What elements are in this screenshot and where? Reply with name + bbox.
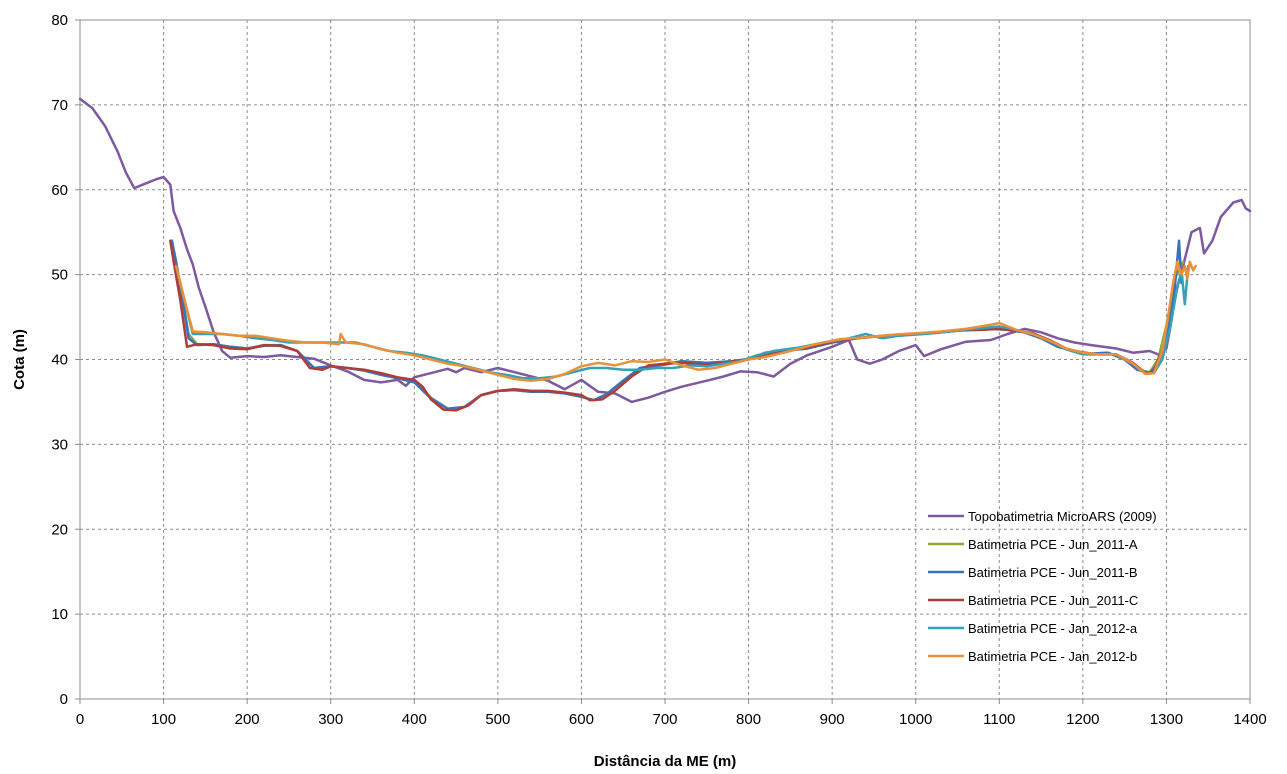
y-tick-label: 80 [51, 12, 68, 29]
legend-label: Topobatimetria MicroARS (2009) [968, 509, 1157, 524]
gridlines [80, 20, 1250, 699]
x-tick-label: 0 [76, 711, 84, 728]
legend-label: Batimetria PCE - Jun_2011-B [968, 565, 1138, 580]
y-tick-label: 50 [51, 267, 68, 284]
series-line-6 [174, 260, 1197, 382]
legend-label: Batimetria PCE - Jun_2011-A [968, 537, 1138, 552]
x-tick-label: 600 [569, 711, 594, 728]
series-line-1 [78, 97, 1252, 404]
y-tick-label: 70 [51, 97, 68, 114]
legend-label: Batimetria PCE - Jan_2012-a [968, 621, 1138, 636]
x-tick-label: 1400 [1233, 711, 1266, 728]
x-axis: 0 100 200 300 400 500 600 700 800 900 1000 1100 1200… [76, 699, 1267, 728]
x-tick-label: 900 [820, 711, 845, 728]
x-tick-label: 400 [402, 711, 427, 728]
x-tick-label: 1200 [1066, 711, 1099, 728]
legend: Topobatimetria MicroARS (2009) Batimetria… [928, 509, 1157, 664]
x-tick-label: 500 [485, 711, 510, 728]
x-tick-label: 1000 [899, 711, 932, 728]
legend-label: Batimetria PCE - Jan_2012-b [968, 649, 1137, 664]
y-tick-label: 40 [51, 352, 68, 369]
x-tick-label: 700 [652, 711, 677, 728]
y-tick-label: 0 [60, 691, 68, 708]
y-tick-label: 10 [51, 606, 68, 623]
x-tick-label: 300 [318, 711, 343, 728]
y-tick-label: 60 [51, 182, 68, 199]
x-tick-label: 800 [736, 711, 761, 728]
x-tick-label: 1300 [1150, 711, 1183, 728]
x-tick-label: 200 [235, 711, 260, 728]
y-axis-title: Cota (m) [11, 329, 28, 390]
y-tick-label: 30 [51, 436, 68, 453]
series-line-4 [169, 239, 1161, 412]
x-tick-label: 100 [151, 711, 176, 728]
y-axis: 0 10 20 30 40 50 60 70 80 [51, 12, 80, 708]
legend-label: Batimetria PCE - Jun_2011-C [968, 593, 1138, 608]
x-axis-title: Distância da ME (m) [594, 753, 737, 770]
x-tick-label: 1100 [983, 711, 1015, 728]
series-lines [78, 97, 1252, 412]
y-tick-label: 20 [51, 521, 68, 538]
